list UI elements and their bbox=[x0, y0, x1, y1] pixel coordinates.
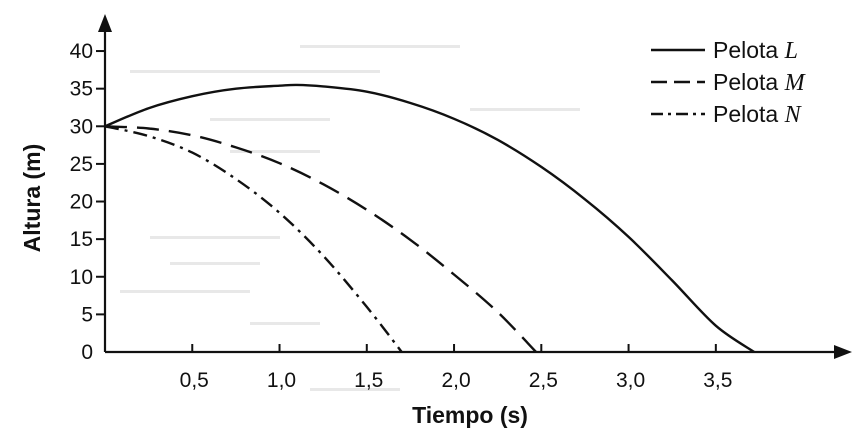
x-axis-arrowhead bbox=[834, 345, 852, 359]
y-tick-label: 30 bbox=[70, 115, 93, 138]
x-tick-label: 0,5 bbox=[180, 369, 209, 392]
y-axis-arrowhead bbox=[98, 14, 112, 32]
legend-label-pelota-m: Pelota M bbox=[713, 69, 807, 96]
y-tick-label: 5 bbox=[81, 303, 93, 326]
x-tick-label: 3,0 bbox=[616, 369, 645, 392]
scan-noise bbox=[120, 45, 580, 391]
x-tick-label: 2,5 bbox=[529, 369, 558, 392]
scan-noise-streak bbox=[130, 70, 380, 73]
x-tick-label: 1,0 bbox=[267, 369, 296, 392]
scan-noise-streak bbox=[230, 150, 320, 153]
axes bbox=[98, 14, 852, 359]
scan-noise-streak bbox=[310, 388, 400, 391]
scan-noise-streak bbox=[300, 45, 460, 48]
scan-noise-streak bbox=[210, 118, 330, 121]
tick-labels: 0 5 10 15 20 25 30 35 40 0,5 1,0 1,5 2,0 2,5 3,0 3,5 bbox=[70, 40, 733, 392]
y-tick-label: 10 bbox=[70, 266, 93, 289]
y-axis-title: Altura (m) bbox=[19, 144, 45, 253]
y-tick-label: 40 bbox=[70, 40, 93, 63]
y-tick-label: 15 bbox=[70, 228, 93, 251]
series-lines bbox=[104, 83, 755, 353]
scan-noise-streak bbox=[250, 322, 320, 325]
y-tick-label: 0 bbox=[81, 341, 93, 364]
legend-label-pelota-l: Pelota L bbox=[713, 37, 798, 64]
legend: Pelota L Pelota M Pelota N bbox=[651, 37, 807, 128]
scan-noise-streak bbox=[120, 290, 250, 293]
scan-noise-streak bbox=[170, 262, 260, 265]
y-tick-label: 25 bbox=[70, 153, 93, 176]
y-tick-label: 35 bbox=[70, 78, 93, 101]
x-axis-title: Tiempo (s) bbox=[412, 402, 528, 428]
series-line-pelota-l bbox=[104, 83, 755, 353]
legend-label-pelota-n: Pelota N bbox=[713, 101, 803, 128]
series-line-pelota-n bbox=[104, 125, 403, 353]
x-tick-label: 3,5 bbox=[703, 369, 732, 392]
scan-noise-streak bbox=[150, 236, 280, 239]
scan-noise-streak bbox=[470, 108, 580, 111]
y-tick-label: 20 bbox=[70, 191, 93, 214]
x-tick-label: 1,5 bbox=[354, 369, 383, 392]
x-tick-label: 2,0 bbox=[441, 369, 470, 392]
series-line-pelota-m bbox=[104, 125, 537, 353]
